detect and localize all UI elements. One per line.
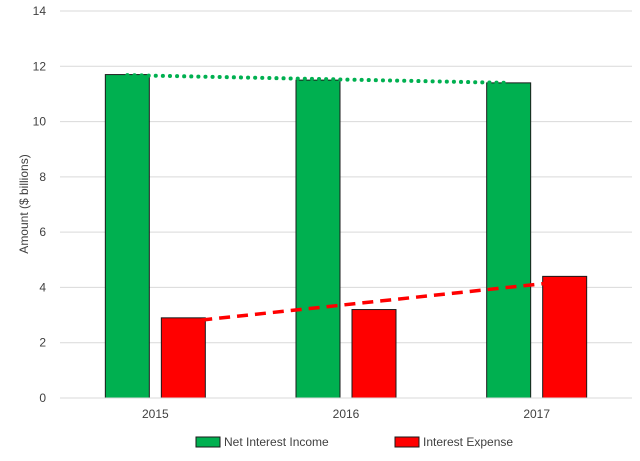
- bar-interest-expense-2017: [542, 275, 588, 399]
- legend-label: Interest Expense: [423, 435, 513, 449]
- legend: Net Interest Income Interest Expense: [195, 435, 513, 449]
- y-tick-label: 2: [39, 336, 46, 350]
- trendline-interest-expense: [183, 279, 565, 324]
- y-tick-label: 8: [39, 170, 46, 184]
- gridlines: [60, 10, 632, 344]
- x-tick-label: 2016: [333, 407, 360, 421]
- legend-swatch: [195, 436, 221, 448]
- trendlines: [125, 73, 565, 324]
- y-tick-label: 0: [39, 391, 46, 405]
- x-tick-label: 2015: [142, 407, 169, 421]
- x-tick-labels: 2015 2016 2017: [142, 407, 550, 421]
- bar-net-interest-income-2016: [295, 79, 341, 399]
- y-tick-label: 6: [39, 225, 46, 239]
- trendline-net-interest-income: [125, 73, 511, 85]
- bars: [104, 74, 588, 399]
- legend-swatch: [394, 436, 420, 448]
- bar-net-interest-income-2017: [486, 82, 532, 399]
- y-axis-label: Amount ($ billions): [17, 154, 31, 253]
- bar-net-interest-income-2015: [104, 74, 150, 399]
- y-tick-labels: 0 2 4 6 8 10 12 14: [33, 4, 47, 405]
- bar-interest-expense-2015: [160, 317, 206, 399]
- y-tick-label: 14: [33, 4, 47, 18]
- y-tick-label: 12: [33, 59, 47, 73]
- x-tick-label: 2017: [523, 407, 550, 421]
- y-tick-label: 4: [39, 280, 46, 294]
- bar-interest-expense-2016: [351, 309, 397, 399]
- legend-label: Net Interest Income: [224, 435, 329, 449]
- y-tick-label: 10: [33, 115, 47, 129]
